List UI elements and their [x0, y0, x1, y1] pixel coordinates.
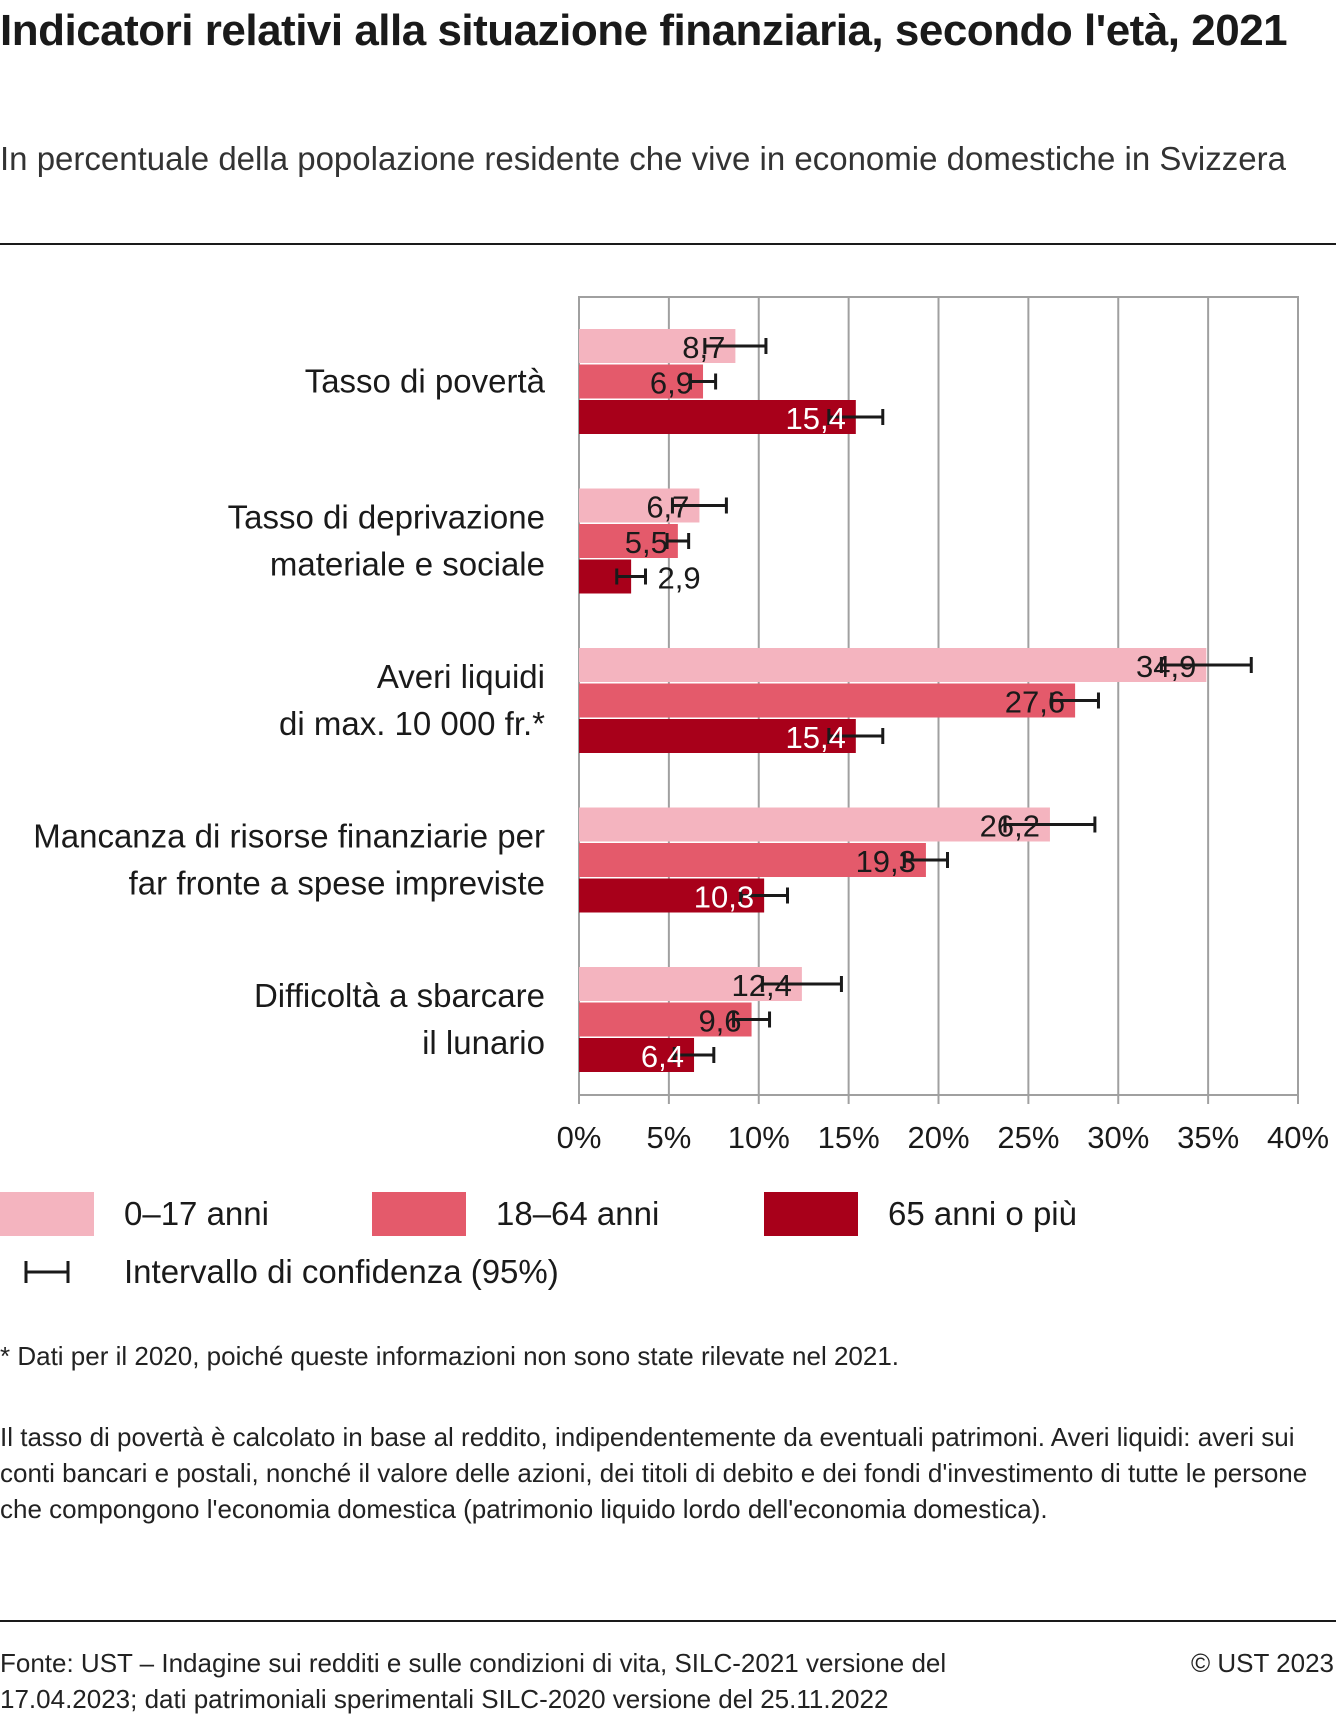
- category-label: di max. 10 000 fr.*: [279, 705, 545, 742]
- bar: [579, 1002, 752, 1037]
- x-tick-label: 30%: [1087, 1120, 1149, 1155]
- source-note: Fonte: UST – Indagine sui redditi e sull…: [0, 1648, 947, 1714]
- bar: [579, 648, 1207, 682]
- chart-subtitle: In percentuale della popolazione residen…: [0, 140, 1286, 177]
- legend-item-ci: Intervallo di confidenza (95%): [0, 1250, 559, 1294]
- bar: [579, 400, 856, 434]
- data-label: 15,4: [785, 401, 845, 436]
- legend-swatch-18-64: [372, 1192, 466, 1236]
- data-label: 26,2: [980, 809, 1040, 844]
- category-label: Averi liquidi: [377, 658, 545, 695]
- data-label: 8,7: [682, 330, 725, 365]
- bar: [579, 683, 1076, 718]
- confidence-interval-icon: [24, 1261, 70, 1283]
- bar-chart: 0% 5% 10% 15% 20% 25% 30% 35% 40% Tasso di povert…: [33, 296, 1329, 1155]
- data-label: 12,4: [732, 968, 792, 1003]
- legend-swatch-65: [764, 1192, 858, 1236]
- bar: [579, 807, 1050, 842]
- data-label: 9,6: [698, 1004, 741, 1039]
- x-tick-label: 40%: [1267, 1120, 1329, 1155]
- x-tick-label: 10%: [728, 1120, 790, 1155]
- category-label: Tasso di deprivazione: [228, 499, 545, 536]
- data-label: 2,9: [658, 561, 701, 596]
- category-label: Difficoltà a sbarcare: [254, 977, 545, 1014]
- legend-label-0-17: 0–17 anni: [124, 1195, 269, 1232]
- data-label: 19,3: [856, 844, 916, 879]
- data-label: 15,4: [785, 720, 845, 755]
- category-label: Tasso di povertà: [305, 363, 546, 400]
- legend: 0–17 anni 18–64 anni 65 anni o più Inter…: [0, 1192, 1336, 1302]
- category-label: il lunario: [422, 1024, 545, 1061]
- chart-title: Indicatori relativi alla situazione fina…: [0, 6, 1288, 55]
- data-label: 5,5: [625, 525, 668, 560]
- category-label: Mancanza di risorse finanziarie per: [33, 818, 545, 855]
- legend-item-18-64: 18–64 anni: [372, 1192, 659, 1236]
- bar: [579, 878, 765, 913]
- x-tick-label: 20%: [907, 1120, 969, 1155]
- x-tick-label: 5%: [646, 1120, 691, 1155]
- data-label: 6,4: [641, 1039, 684, 1074]
- category-label: far fronte a spese impreviste: [129, 865, 545, 902]
- legend-item-0-17: 0–17 anni: [0, 1192, 269, 1236]
- footnote: * Dati per il 2020, poiché queste inform…: [0, 1341, 900, 1371]
- bottom-divider: [0, 1620, 1336, 1622]
- legend-label-ci: Intervallo di confidenza (95%): [124, 1253, 559, 1290]
- x-tick-label: 35%: [1177, 1120, 1239, 1155]
- legend-label-18-64: 18–64 anni: [496, 1195, 660, 1232]
- x-tick-label: 15%: [818, 1120, 880, 1155]
- bar: [579, 364, 704, 399]
- legend-item-65: 65 anni o più: [764, 1192, 1077, 1236]
- data-label: 6,9: [650, 366, 693, 401]
- bar: [579, 524, 678, 558]
- x-tick-label: 25%: [997, 1120, 1059, 1155]
- data-label: 27,6: [1005, 685, 1065, 720]
- x-tick-label: 0%: [557, 1120, 602, 1155]
- bar: [579, 719, 856, 753]
- legend-label-65: 65 anni o più: [888, 1195, 1077, 1232]
- category-label: materiale e sociale: [270, 546, 545, 583]
- data-label: 10,3: [694, 880, 754, 915]
- data-label: 6,7: [646, 490, 689, 525]
- data-label: 34,9: [1136, 649, 1196, 684]
- top-divider: [0, 243, 1336, 245]
- copyright: © UST 2023: [1191, 1648, 1334, 1678]
- bar: [579, 843, 926, 877]
- legend-swatch-0-17: [0, 1192, 94, 1236]
- explanation-note: Il tasso di povertà è calcolato in base …: [0, 1422, 1308, 1524]
